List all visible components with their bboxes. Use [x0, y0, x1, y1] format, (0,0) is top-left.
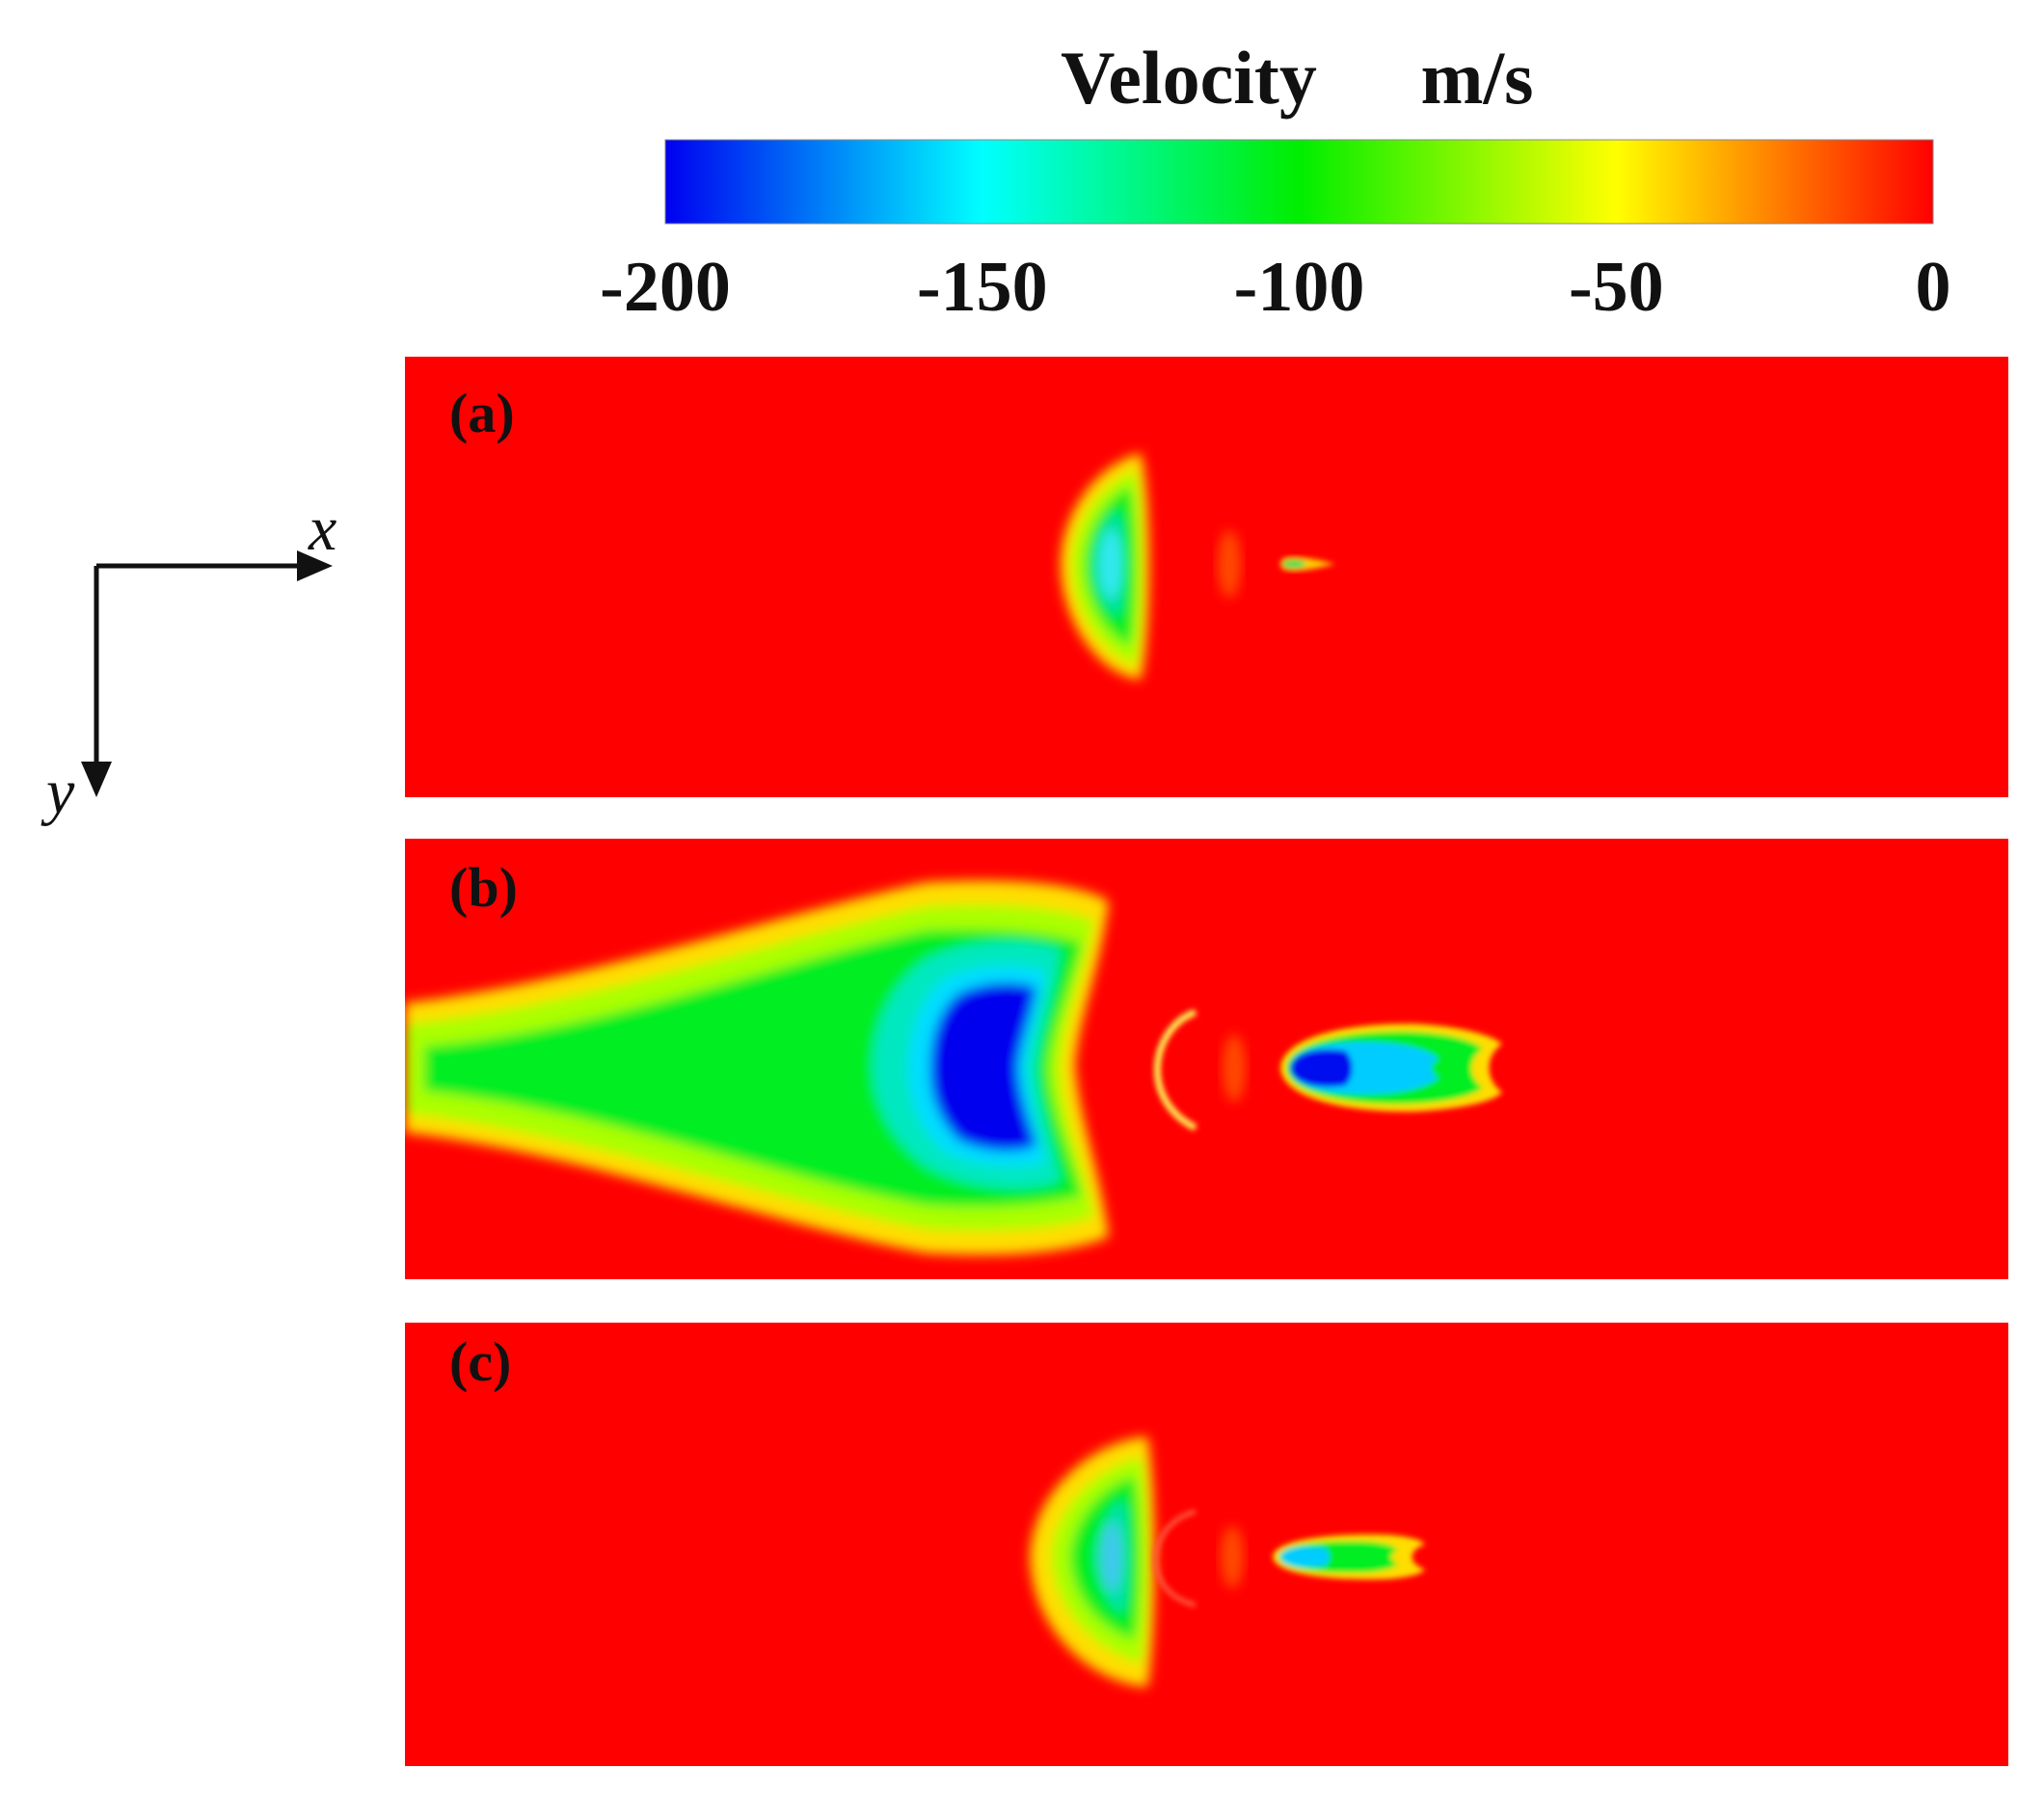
y-arrow-head-icon — [81, 762, 112, 797]
panel-c-contours — [1030, 1436, 1425, 1687]
axes-indicator: x y — [40, 494, 336, 827]
colorbar-tick-label: -50 — [1569, 248, 1664, 327]
panel-a-label: (a) — [449, 382, 515, 444]
colorbar-tick-label: -100 — [1234, 248, 1365, 327]
x-axis-label: x — [308, 494, 336, 564]
colorbar-tick-label: -150 — [917, 248, 1048, 327]
colorbar-tick-label: -200 — [600, 248, 731, 327]
panel-b-label: (b) — [449, 856, 518, 919]
panel-a-background — [405, 357, 2008, 797]
colorbar-tick-label: 0 — [1916, 248, 1951, 327]
x-arrow-head-icon — [297, 550, 333, 581]
colorbar-ticks: -200 -150 -100 -50 0 — [600, 248, 1950, 327]
panel-c-label: (c) — [449, 1330, 511, 1393]
y-axis-label: y — [40, 757, 75, 827]
panel-b-contours — [405, 880, 1502, 1255]
panel-c-background — [405, 1323, 2008, 1766]
colorbar-title: Velocity — [1061, 36, 1317, 120]
colorbar — [664, 139, 1934, 225]
panel-a-contours — [1061, 453, 1335, 680]
panel-b: (b) — [405, 839, 2008, 1279]
colorbar-unit: m/s — [1421, 36, 1534, 120]
panel-a: (a) — [405, 357, 2008, 797]
panel-c: (c) — [405, 1323, 2008, 1766]
